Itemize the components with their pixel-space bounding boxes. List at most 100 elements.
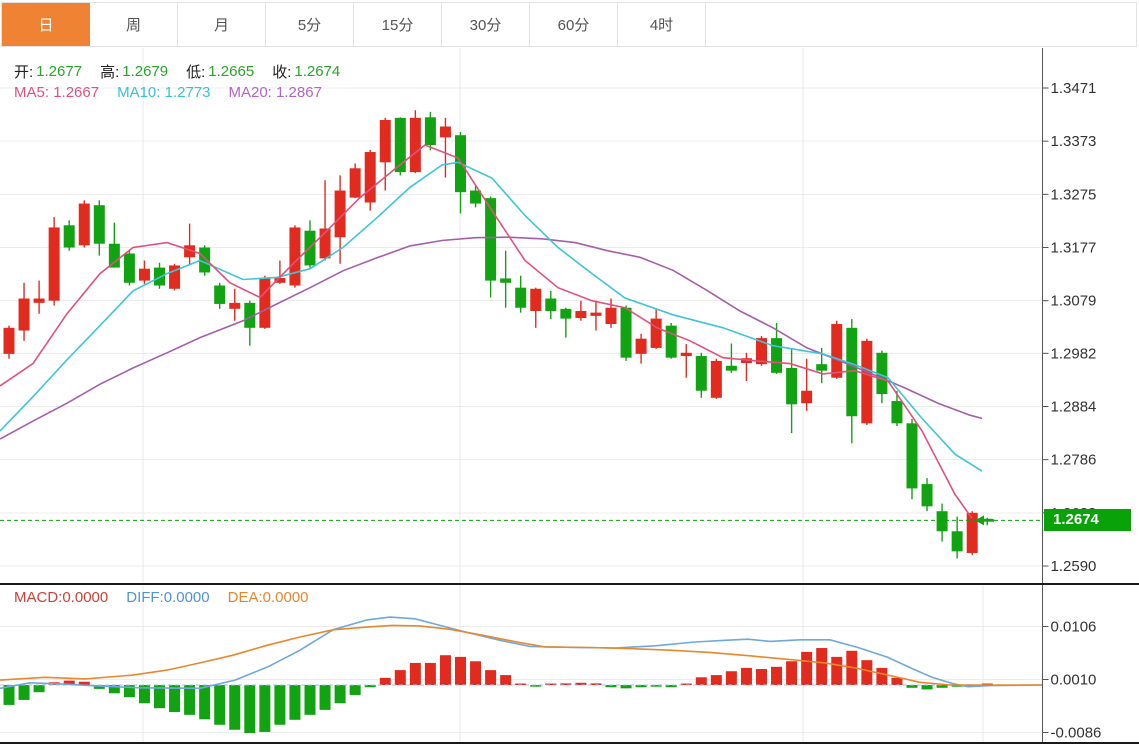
macd-value: 0.0000 [62, 589, 109, 606]
macd-histogram [0, 648, 1042, 734]
macd-bar-negative [169, 685, 181, 713]
candle-up [680, 352, 692, 357]
candle-up [169, 265, 181, 289]
macd-bar-negative [665, 685, 677, 688]
ma10-value: 1.2773 [164, 84, 211, 101]
candle-down [936, 511, 948, 532]
ma10-polyline [0, 161, 983, 472]
candle-up [319, 228, 331, 259]
macd-bar-positive [560, 683, 572, 686]
axis-tick-label: 1.2786 [1051, 452, 1097, 469]
diff-value: 0.0000 [163, 589, 210, 606]
macd-bar-negative [921, 685, 933, 690]
candle-up [439, 126, 451, 138]
candle-up [184, 245, 196, 258]
macd-bar-positive [485, 670, 497, 686]
candle-down [695, 356, 707, 391]
candle-up [138, 268, 150, 281]
diff-dea-lines [0, 616, 1043, 690]
macd-bar-negative [274, 685, 286, 725]
macd-bar-positive [590, 683, 602, 686]
macd-bar-positive [771, 666, 783, 686]
macd-bar-negative [936, 685, 948, 688]
axis-tick-label: 1.2982 [1051, 345, 1097, 362]
macd-bar-negative [244, 685, 256, 734]
macd-label: MACD: [14, 589, 63, 606]
candle-down [725, 365, 737, 371]
candle-up [48, 227, 60, 301]
tabbar-filler [706, 3, 1136, 46]
candle-up [409, 117, 421, 173]
macd-bar-positive [876, 667, 888, 686]
axis-tick-label: 1.2590 [1051, 558, 1097, 575]
candle-up [364, 152, 376, 203]
candle-down [771, 338, 783, 373]
candle-up [756, 338, 767, 365]
candle-up [229, 302, 241, 309]
tab-30min[interactable]: 30分 [442, 3, 530, 46]
macd-bar-negative [154, 685, 165, 709]
candle-up [334, 190, 346, 238]
axis-tick-label: 0.0106 [1051, 619, 1097, 636]
macd-bar-negative [214, 685, 226, 725]
tab-5min[interactable]: 5分 [266, 3, 354, 46]
tab-60min[interactable]: 60分 [530, 3, 618, 46]
macd-bar-positive [63, 680, 75, 686]
axis-tick-label: 1.2884 [1051, 398, 1097, 415]
candle-down [876, 352, 888, 395]
candle-down [500, 278, 512, 283]
candle-down [560, 308, 572, 319]
candle-down [244, 302, 256, 328]
macd-bar-negative [635, 685, 647, 688]
candle-up [3, 327, 15, 354]
macd-bar-positive [756, 669, 767, 686]
axis-tick-label: 1.3177 [1051, 240, 1097, 257]
candle-down [906, 423, 918, 489]
macd-bar-negative [3, 685, 15, 705]
macd-bar-positive [801, 651, 813, 686]
last-price-line [0, 515, 1042, 526]
macd-bar-negative [259, 685, 271, 732]
ma5-polyline [0, 144, 973, 519]
candle-up [831, 324, 843, 378]
candle-up [575, 310, 587, 319]
tab-15min[interactable]: 15分 [354, 3, 442, 46]
candle-down [816, 364, 828, 371]
candle-down [545, 298, 557, 311]
tab-4hour[interactable]: 4时 [618, 3, 706, 46]
candle-down [93, 205, 105, 244]
macd-bar-negative [530, 685, 542, 687]
ma20-label: MA20: [228, 84, 272, 101]
macd-bar-positive [786, 661, 798, 686]
axes [0, 48, 1139, 744]
candle-up [605, 307, 617, 325]
ma5-line [0, 144, 973, 519]
candle-up [650, 318, 662, 348]
macd-bar-negative [650, 685, 662, 687]
macd-bar-positive [470, 661, 482, 686]
candle-down [485, 198, 497, 281]
macd-bar-negative [184, 685, 196, 715]
macd-bar-negative [620, 685, 632, 689]
axis-tick-label: -0.0086 [1051, 725, 1102, 742]
axis-tick-label: 1.3373 [1051, 133, 1097, 150]
macd-bar-negative [951, 685, 963, 687]
tab-week[interactable]: 周 [90, 3, 178, 46]
macd-bar-positive [816, 648, 828, 686]
macd-bar-negative [364, 685, 376, 688]
candle-up [349, 168, 361, 198]
macd-bar-positive [500, 675, 512, 686]
ma5-label: MA5: [14, 84, 50, 101]
close-value: 1.2674 [294, 63, 341, 80]
macd-bar-positive [424, 662, 436, 686]
tab-day[interactable]: 日 [2, 3, 90, 46]
candle-down [424, 117, 436, 145]
candle-down [123, 253, 135, 283]
ma20-line [0, 236, 983, 440]
tab-month[interactable]: 月 [178, 3, 266, 46]
close-label: 收: [272, 64, 292, 81]
macd-bar-positive [575, 682, 587, 686]
macd-bar-positive [439, 655, 451, 686]
axis-tick-label: 1.3275 [1051, 186, 1097, 203]
